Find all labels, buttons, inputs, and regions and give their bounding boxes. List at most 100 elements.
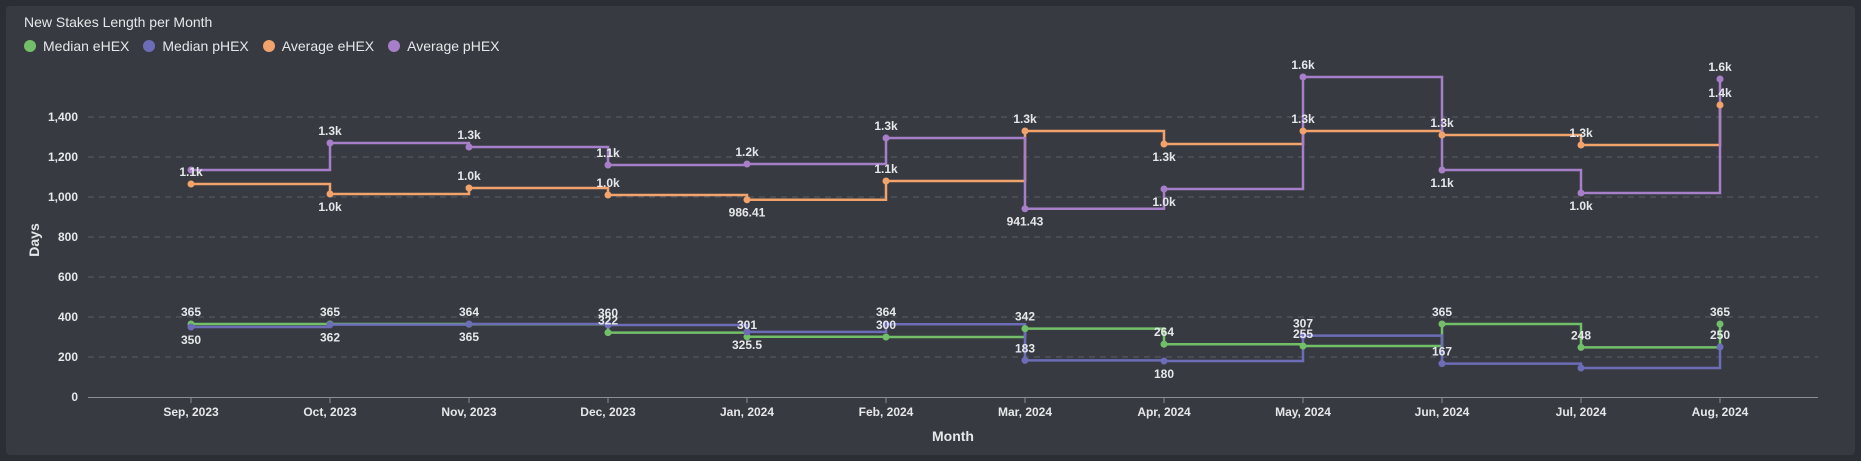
data-point[interactable] [743,333,751,341]
legend-item[interactable]: Median eHEX [24,38,129,54]
legend-label: Average eHEX [281,38,375,54]
data-point[interactable] [1160,185,1168,193]
data-point[interactable] [1716,320,1724,328]
data-label: 365 [320,305,340,319]
legend-item[interactable]: Average eHEX [262,38,375,54]
data-point[interactable] [187,180,195,188]
data-point[interactable] [604,161,612,169]
data-point[interactable] [1438,360,1446,368]
data-point[interactable] [1299,332,1307,340]
data-point[interactable] [1577,189,1585,197]
data-point[interactable] [1160,340,1168,348]
data-point[interactable] [1160,140,1168,148]
x-tick-label: Dec, 2023 [580,405,636,419]
data-label: 183 [1015,341,1035,355]
data-point[interactable] [1438,131,1446,139]
data-label: 362 [320,331,340,345]
data-point[interactable] [1716,101,1724,109]
x-tick-label: Apr, 2024 [1137,405,1191,419]
series-line[interactable] [191,105,1722,201]
data-label: 1.0k [596,176,620,190]
y-tick-label: 800 [58,230,78,244]
x-tick-label: May, 2024 [1275,405,1331,419]
x-tick-label: Mar, 2024 [998,405,1052,419]
data-label: 264 [1154,325,1174,339]
data-label: 307 [1293,317,1313,331]
data-point[interactable] [326,190,334,198]
data-label: 1.0k [1152,195,1176,209]
data-point[interactable] [882,320,890,328]
y-tick-label: 1,200 [48,150,78,164]
grid-lines [88,116,1818,358]
data-label: 342 [1015,310,1035,324]
legend-item[interactable]: Median pHEX [143,38,249,54]
data-point[interactable] [882,134,890,142]
data-point[interactable] [1299,342,1307,350]
data-point[interactable] [1299,73,1307,81]
data-label: 360 [598,306,618,320]
data-label: 301 [737,318,757,332]
x-tick-label: Nov, 2023 [441,405,496,419]
legend-label: Median pHEX [162,38,249,54]
data-point[interactable] [1021,356,1029,364]
x-tick-label: Feb, 2024 [859,405,914,419]
data-label: 365 [1432,305,1452,319]
data-point[interactable] [743,196,751,204]
data-label: 1.0k [457,169,481,183]
data-label: 248 [1571,328,1591,342]
data-point[interactable] [882,177,890,185]
data-point[interactable] [743,328,751,336]
data-label: 1.6k [1708,60,1732,74]
data-point[interactable] [187,166,195,174]
data-point[interactable] [1577,364,1585,372]
data-point[interactable] [1160,357,1168,365]
data-label: 1.3k [1152,150,1176,164]
x-axis-title: Month [932,428,974,444]
data-point[interactable] [1577,343,1585,351]
x-tick-label: Jan, 2024 [720,405,774,419]
data-label: 1.1k [179,165,203,179]
data-point[interactable] [604,191,612,199]
series-line[interactable] [191,322,1722,349]
data-label: 1.3k [874,119,898,133]
data-point[interactable] [1438,166,1446,174]
legend-item[interactable]: Average pHEX [388,38,500,54]
legend-label: Average pHEX [407,38,500,54]
series-line[interactable] [191,322,1722,370]
data-point[interactable] [326,139,334,147]
x-tick-label: Oct, 2023 [303,405,357,419]
data-label: 1.3k [1569,126,1593,140]
data-point[interactable] [1577,141,1585,149]
data-point[interactable] [1299,127,1307,135]
x-axis: Sep, 2023 Oct, 2023 Nov, 2023 Dec, 2023 Jan,… [88,397,1818,419]
x-tick-label: Jul, 2024 [1556,405,1607,419]
data-label: 1.0k [318,200,342,214]
data-point[interactable] [743,160,751,168]
data-point[interactable] [1438,320,1446,328]
data-point[interactable] [326,321,334,329]
data-label: 365 [181,305,201,319]
y-tick-label: 400 [58,310,78,324]
data-label: 365 [459,330,479,344]
series-line[interactable] [191,75,1722,210]
data-label: 365 [1710,305,1730,319]
data-point[interactable] [187,323,195,331]
data-point[interactable] [604,321,612,329]
data-point[interactable] [465,143,473,151]
data-point[interactable] [1716,343,1724,351]
legend-swatch [388,40,401,52]
data-label: 364 [876,305,896,319]
data-point[interactable] [1716,75,1724,83]
data-point[interactable] [1021,205,1029,213]
series-lines [191,75,1722,370]
legend-label: Median eHEX [43,38,130,54]
data-point[interactable] [604,329,612,337]
data-point[interactable] [465,320,473,328]
data-point[interactable] [1021,325,1029,333]
chart-title: New Stakes Length per Month [24,14,213,30]
data-point[interactable] [1021,127,1029,135]
data-point[interactable] [465,184,473,192]
y-axis-title: Days [26,223,42,257]
data-point[interactable] [882,333,890,341]
data-label: 1.3k [457,128,481,142]
